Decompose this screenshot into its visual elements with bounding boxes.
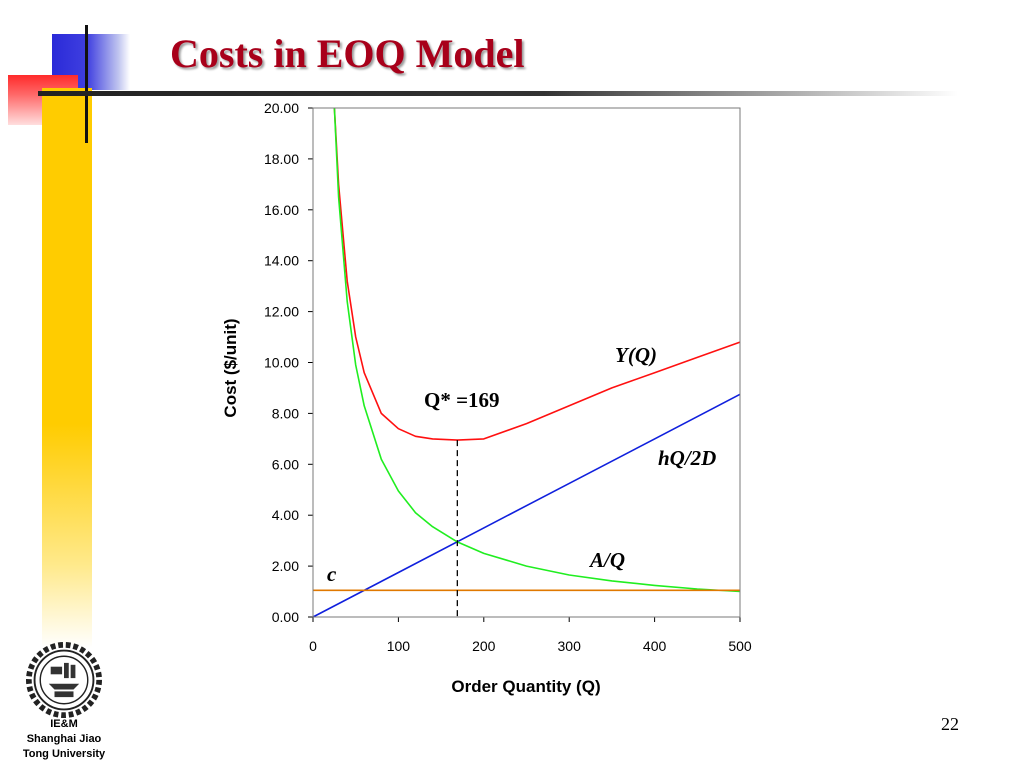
series-label-c: c: [327, 562, 337, 586]
y-tick-label: 10.00: [264, 355, 299, 371]
x-tick-label: 300: [558, 638, 582, 654]
y-tick-label: 4.00: [272, 507, 299, 523]
x-tick-label: 0: [309, 638, 317, 654]
y-tick-label: 20.00: [264, 100, 299, 116]
org-line: Tong University: [22, 748, 106, 760]
organization-name: IE&M Shanghai Jiao Tong University: [0, 717, 128, 762]
decorative-vertical-line: [85, 25, 88, 143]
x-axis-label: Order Quantity (Q): [451, 677, 600, 696]
y-axis-label: Cost ($/unit): [221, 318, 240, 417]
y-tick-label: 12.00: [264, 304, 299, 320]
decorative-horizontal-rule: [38, 91, 958, 96]
y-tick-label: 18.00: [264, 151, 299, 167]
x-tick-label: 400: [643, 638, 667, 654]
y-tick-label: 14.00: [264, 253, 299, 269]
org-line: IE&M: [50, 718, 78, 730]
y-tick-label: 8.00: [272, 405, 299, 421]
optimum-label: Q* =169: [424, 388, 500, 412]
y-tick-label: 16.00: [264, 202, 299, 218]
series-line-y-q-: [333, 107, 741, 441]
slide-title: Costs in EOQ Model: [170, 31, 525, 76]
series-label-holding: hQ/2D: [658, 446, 716, 470]
decorative-yellow-bar: [42, 88, 92, 648]
series-line-hq-2d: [312, 393, 741, 618]
page-number: 22: [941, 714, 959, 734]
y-axis-ticks: 0.00 2.00 4.00 6.00 8.00 10.00 12.00 14.00 16.00…: [264, 100, 313, 625]
y-tick-label: 6.00: [272, 456, 299, 472]
university-logo: [26, 642, 102, 718]
x-axis-ticks: 0 100 200 300 400 500: [309, 617, 752, 654]
plot-area-border: [312, 107, 741, 618]
x-tick-label: 200: [472, 638, 496, 654]
x-tick-label: 500: [728, 638, 752, 654]
y-tick-label: 0.00: [272, 609, 299, 625]
series-lines: [312, 107, 741, 618]
x-tick-label: 100: [387, 638, 411, 654]
series-label-yq: Y(Q): [615, 343, 657, 367]
series-line-a-q: [333, 107, 741, 593]
series-label-ordering: A/Q: [588, 548, 625, 572]
org-line: Shanghai Jiao: [26, 733, 102, 745]
y-tick-label: 2.00: [272, 558, 299, 574]
